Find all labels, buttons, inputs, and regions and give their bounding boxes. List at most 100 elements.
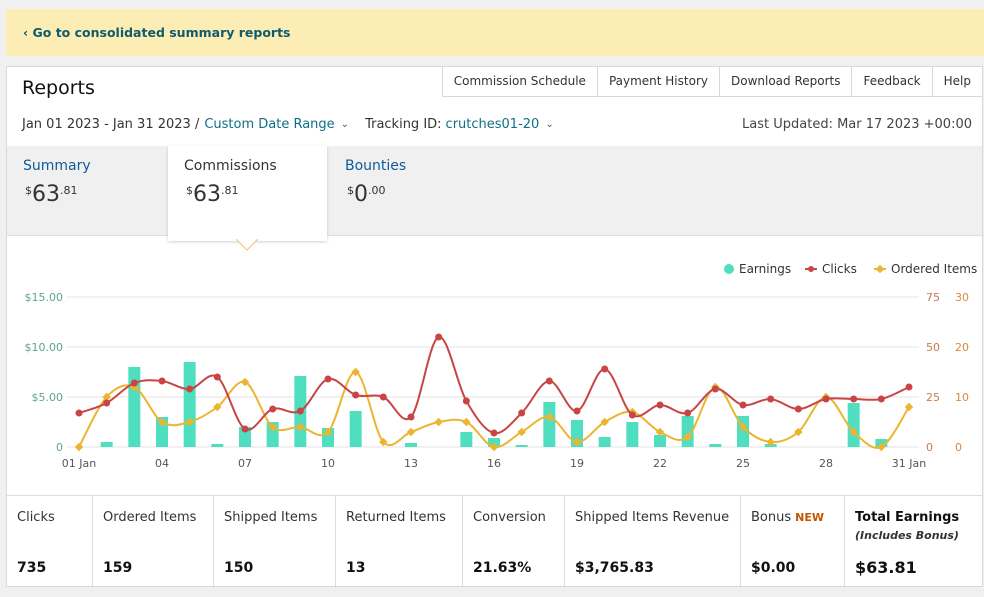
- summary-amount: $63.81: [25, 182, 78, 207]
- consolidated-summary-link[interactable]: ‹ Go to consolidated summary reports: [23, 25, 291, 40]
- tab-commissions[interactable]: Commissions $63.81: [168, 146, 327, 241]
- chevron-down-icon[interactable]: ⌄: [340, 119, 350, 130]
- stat-label: Returned Items: [346, 510, 446, 525]
- payment-history-button[interactable]: Payment History: [597, 66, 720, 97]
- y-right-clicks-tick-label: 25: [926, 391, 940, 404]
- stat-shipped-revenue: Shipped Items Revenue $3,765.83: [565, 496, 741, 588]
- y-right-ordered-tick-label: 0: [955, 441, 962, 454]
- bounties-amount: $0.00: [347, 182, 386, 207]
- clicks-point: [158, 377, 166, 385]
- ordered-items-point: [296, 422, 305, 432]
- ordered-items-point: [379, 437, 388, 447]
- clicks-point: [545, 377, 553, 385]
- ordered-items-point: [517, 427, 526, 437]
- clicks-point: [684, 409, 692, 417]
- y-right-clicks-tick-label: 75: [926, 291, 940, 304]
- stat-value: $0.00: [751, 560, 796, 576]
- ordered-items-point: [766, 437, 775, 447]
- earnings-bar: [847, 403, 860, 447]
- ordered-items-point: [462, 417, 471, 427]
- feedback-button[interactable]: Feedback: [852, 66, 933, 97]
- stat-total-earnings: Total Earnings (Includes Bonus) $63.81: [845, 496, 982, 588]
- x-tick-label: 25: [736, 457, 750, 470]
- ordered-items-point: [240, 377, 250, 387]
- x-tick-label: 19: [570, 457, 584, 470]
- download-reports-button[interactable]: Download Reports: [719, 66, 853, 97]
- stat-value: 21.63%: [473, 560, 532, 576]
- tracking-id-label: Tracking ID:: [365, 117, 442, 132]
- clicks-point: [213, 373, 221, 381]
- ordered-items-point: [877, 442, 886, 452]
- earnings-chart: $15.00 75 30 $10.00 50 20 $5.00 25 10 0 0 0 01 Jan 04…: [25, 262, 978, 470]
- ordered-items-point: [655, 427, 665, 437]
- tab-summary[interactable]: Summary $63.81: [23, 146, 163, 236]
- y-right-ordered-tick-label: 10: [955, 391, 969, 404]
- tab-bounties[interactable]: Bounties $0.00: [345, 146, 485, 236]
- stat-returned-items: Returned Items 13: [336, 496, 463, 588]
- date-range-text: Jan 01 2023 - Jan 31 2023 /: [22, 117, 200, 132]
- ordered-items-point: [794, 427, 803, 437]
- stat-value: $3,765.83: [575, 560, 654, 576]
- stats-row: Clicks 735 Ordered Items 159 Shipped Ite…: [7, 495, 982, 588]
- ordered-items-point: [185, 417, 194, 427]
- commission-schedule-button[interactable]: Commission Schedule: [441, 66, 598, 97]
- stat-shipped-items: Shipped Items 150: [214, 496, 336, 588]
- stat-value: 150: [224, 560, 254, 576]
- clicks-point: [794, 405, 802, 413]
- legend-earnings-label: Earnings: [739, 262, 791, 276]
- clicks-point: [739, 401, 747, 409]
- y-right-ordered-tick-label: 30: [955, 291, 969, 304]
- earnings-bar: [405, 443, 417, 447]
- ordered-items-point: [572, 437, 582, 447]
- ordered-items-point: [102, 392, 111, 402]
- clicks-line: [78, 336, 910, 435]
- legend-clicks-label: Clicks: [822, 262, 857, 276]
- ordered-items-point: [600, 417, 609, 427]
- ordered-items-line: [78, 371, 910, 449]
- earnings-bar: [515, 445, 528, 447]
- ordered-items-point: [213, 402, 222, 412]
- earnings-bar: [460, 432, 473, 447]
- earnings-bar: [349, 411, 362, 447]
- custom-date-range-dropdown[interactable]: Custom Date Range: [204, 117, 335, 132]
- help-button[interactable]: Help: [932, 66, 983, 97]
- clicks-point: [103, 399, 111, 407]
- clicks-point: [767, 395, 775, 403]
- stat-label: Ordered Items: [103, 510, 197, 525]
- clicks-point: [324, 375, 332, 383]
- y-right-clicks-tick-label: 0: [926, 441, 933, 454]
- report-tabs: Summary $63.81 Commissions $63.81 Bounti…: [7, 146, 982, 241]
- stat-value: $63.81: [855, 558, 917, 577]
- stat-label: Total Earnings: [855, 510, 960, 525]
- chevron-down-icon[interactable]: ⌄: [545, 119, 554, 130]
- stat-sublabel: (Includes Bonus): [855, 529, 959, 542]
- stat-bonus: Bonus NEW $0.00: [741, 496, 845, 588]
- last-updated-text: Last Updated: Mar 17 2023 +00:00: [742, 117, 972, 132]
- legend-earnings-marker: [724, 264, 734, 274]
- new-badge: NEW: [795, 511, 824, 524]
- earnings-bar: [598, 437, 611, 447]
- consolidated-banner: ‹ Go to consolidated summary reports: [6, 9, 984, 56]
- stat-label: Shipped Items Revenue: [575, 510, 730, 525]
- legend-clicks-marker: [808, 266, 814, 272]
- ordered-items-point: [157, 417, 167, 427]
- tracking-id-dropdown[interactable]: crutches01-20: [445, 117, 540, 132]
- clicks-point: [435, 333, 443, 341]
- y-left-tick-label: 0: [56, 441, 63, 454]
- clicks-point: [573, 407, 581, 415]
- earnings-bar: [128, 367, 141, 447]
- clicks-point: [490, 429, 498, 437]
- clicks-point: [656, 401, 664, 409]
- page-title: Reports: [22, 77, 95, 99]
- earnings-bar: [239, 427, 251, 447]
- legend-ordered-marker: [875, 264, 885, 274]
- ordered-items-point: [434, 417, 443, 427]
- y-right-ordered-tick-label: 20: [955, 341, 969, 354]
- earnings-bar: [100, 442, 113, 447]
- stat-value: 735: [17, 560, 47, 576]
- x-tick-label: 04: [155, 457, 169, 470]
- clicks-point: [75, 409, 83, 417]
- ordered-items-point: [323, 427, 333, 437]
- clicks-point: [379, 393, 387, 401]
- clicks-point: [850, 395, 858, 403]
